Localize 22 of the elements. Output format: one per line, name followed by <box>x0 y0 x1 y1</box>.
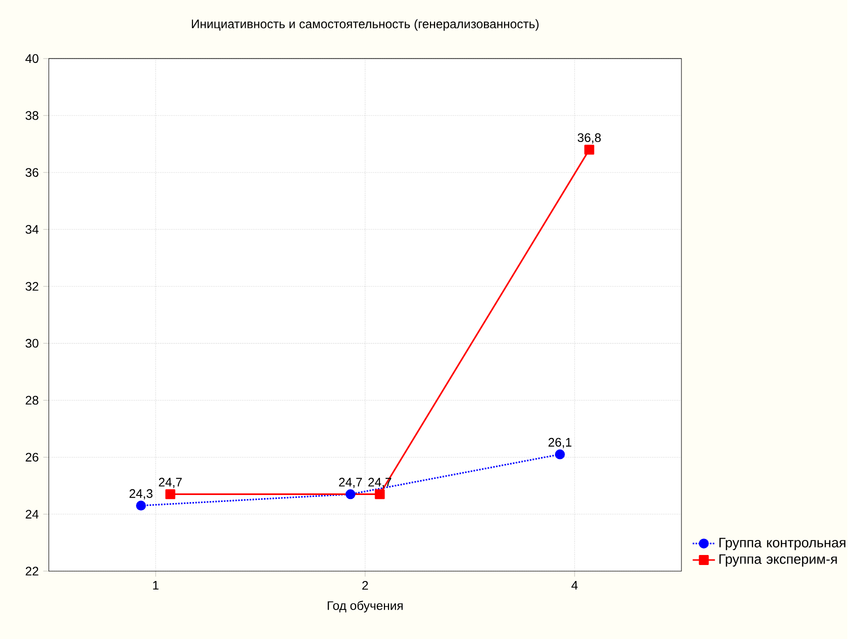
y-tick-label: 38 <box>26 110 38 120</box>
chart-title: Инициативность и самостоятельность (генерализованность) <box>192 19 539 31</box>
x-tick-label: 4 <box>571 580 578 590</box>
legend-label: Группа эксперим-я <box>719 554 837 566</box>
data-label: 24,7 <box>158 478 182 488</box>
y-tick-label: 34 <box>26 224 39 234</box>
y-tick-label: 32 <box>26 282 38 291</box>
y-tick-label: 28 <box>26 396 38 404</box>
data-label: 36,8 <box>578 133 601 144</box>
legend-label: Группа контрольная <box>719 538 846 550</box>
y-tick-label: 36 <box>26 168 38 177</box>
y-tick-label: 24 <box>26 510 39 518</box>
data-label: 26,1 <box>548 438 572 448</box>
x-axis-title: Год обучения <box>328 600 403 612</box>
data-label: 24,3 <box>130 488 152 500</box>
x-tick-label: 1 <box>153 580 158 590</box>
y-tick-label: 40 <box>25 54 38 63</box>
x-tick-label: 2 <box>362 580 368 590</box>
y-tick-label: 26 <box>26 452 38 462</box>
y-tick-label: 30 <box>26 338 38 348</box>
y-tick-label: 22 <box>26 566 38 576</box>
data-label: 24,7 <box>339 478 362 488</box>
